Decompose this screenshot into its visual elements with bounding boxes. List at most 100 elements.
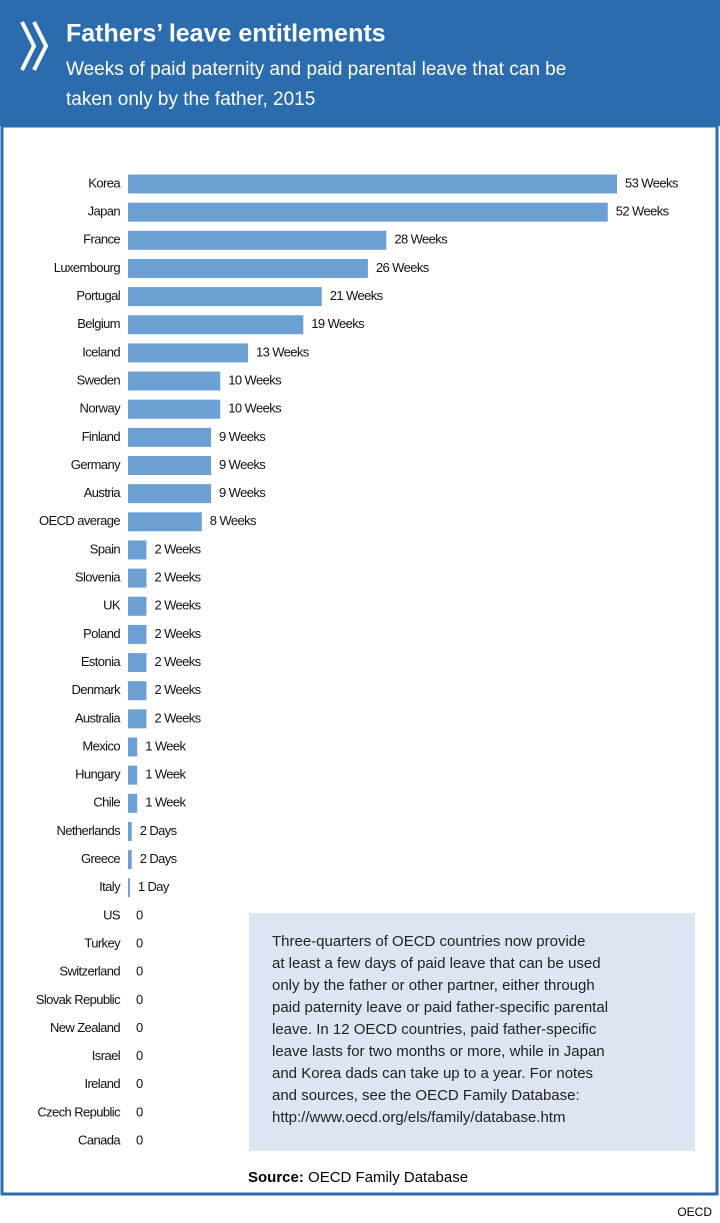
frame [0, 124, 719, 1196]
value-label: 0 [136, 1020, 143, 1035]
value-label: 0 [136, 1104, 143, 1119]
value-label: 2 Days [140, 823, 178, 838]
note-box [249, 913, 695, 1151]
value-label: 26 Weeks [376, 260, 430, 275]
value-label: 9 Weeks [219, 485, 266, 500]
bar [128, 765, 138, 785]
value-label: 2 Weeks [154, 541, 201, 556]
bar [128, 371, 221, 391]
category-label: Japan [88, 204, 121, 219]
subtitle: Weeks of paid paternity and paid parenta… [66, 59, 566, 80]
bar [128, 653, 147, 673]
bar [128, 230, 387, 250]
value-label: 8 Weeks [210, 513, 257, 528]
chart-title: Fathers’ leave entitlements [66, 20, 386, 48]
bar [128, 427, 212, 447]
value-label: 0 [136, 1048, 143, 1063]
source: Source: OECD Family Database [248, 1169, 468, 1186]
category-label: Italy [99, 879, 121, 894]
category-label: Korea [88, 175, 121, 190]
bar [128, 315, 304, 335]
value-label: 0 [136, 907, 143, 922]
note-text: and Korea dads can take up to a year. Fo… [272, 1065, 593, 1082]
value-label: 2 Weeks [154, 682, 201, 697]
bar [128, 287, 322, 307]
value-label: 1 Week [145, 795, 186, 810]
bar [128, 399, 221, 419]
value-label: 2 Weeks [154, 654, 201, 669]
bar [128, 174, 617, 194]
note-text: leave lasts for two months or more, whil… [272, 1043, 605, 1060]
category-label: Sweden [77, 372, 121, 387]
category-label: Ireland [84, 1076, 120, 1091]
value-label: 1 Day [138, 879, 170, 894]
category-label: Czech Republic [37, 1104, 121, 1119]
value-label: 2 Weeks [154, 598, 201, 613]
bar [128, 456, 212, 475]
category-label: UK [103, 598, 121, 613]
category-label: Australia [75, 710, 122, 725]
category-label: Luxembourg [54, 260, 121, 275]
category-label: Estonia [81, 654, 122, 669]
category-label: Portugal [76, 288, 120, 303]
bar [128, 624, 147, 644]
category-label: Switzerland [59, 964, 120, 979]
note-text: Three-quarters of OECD countries now pro… [272, 933, 585, 950]
category-label: Norway [80, 401, 122, 416]
value-label: 2 Weeks [154, 626, 201, 641]
bar [128, 540, 147, 560]
value-label: 13 Weeks [256, 344, 310, 359]
bar [128, 681, 147, 701]
value-label: 1 Week [145, 738, 186, 753]
category-label: New Zealand [50, 1020, 120, 1035]
value-label: 0 [136, 964, 143, 979]
category-label: Greece [81, 851, 120, 866]
note-text: at least a few days of paid leave that c… [272, 955, 601, 972]
note-text: only by the father or other partner, eit… [272, 977, 595, 994]
category-label: Poland [83, 626, 120, 641]
category-label: Denmark [71, 682, 121, 697]
value-label: 21 Weeks [330, 288, 384, 303]
bar [128, 821, 132, 841]
bar [128, 596, 147, 616]
category-label: Belgium [77, 316, 120, 331]
credit: OECD [677, 1205, 712, 1219]
chevron-icon [20, 21, 49, 71]
bar [128, 512, 202, 532]
note-text: and sources, see the OECD Family Databas… [272, 1087, 580, 1104]
bar [128, 568, 147, 588]
bar [128, 202, 608, 222]
value-label: 9 Weeks [219, 429, 266, 444]
category-label: Germany [71, 457, 121, 472]
note-text: leave. In 12 OECD countries, paid father… [272, 1021, 597, 1038]
bar [128, 878, 130, 898]
bar [128, 850, 132, 870]
category-label: Turkey [84, 935, 121, 950]
category-label: Slovak Republic [36, 992, 121, 1007]
bar [128, 343, 248, 363]
category-label: Iceland [82, 344, 120, 359]
bar [128, 258, 368, 278]
note-text: paid paternity leave or paid father-spec… [272, 999, 608, 1016]
note-text: http://www.oecd.org/els/family/database.… [272, 1109, 565, 1126]
value-label: 28 Weeks [394, 232, 448, 247]
value-label: 2 Weeks [154, 710, 201, 725]
value-label: 0 [136, 992, 143, 1007]
category-label: Mexico [82, 738, 120, 753]
category-label: Slovenia [75, 570, 121, 585]
bar [128, 709, 147, 729]
category-label: Chile [93, 795, 120, 810]
value-label: 9 Weeks [219, 457, 266, 472]
category-label: US [103, 907, 121, 922]
category-label: Canada [78, 1133, 121, 1148]
value-label: 2 Weeks [154, 570, 201, 585]
category-label: Netherlands [57, 823, 122, 838]
category-label: France [83, 232, 120, 247]
value-label: 1 Week [145, 767, 186, 782]
value-label: 0 [136, 1076, 143, 1091]
value-label: 10 Weeks [228, 372, 282, 387]
subtitle: taken only by the father, 2015 [66, 89, 315, 110]
category-label: Spain [90, 541, 121, 556]
category-label: Israel [92, 1048, 121, 1063]
